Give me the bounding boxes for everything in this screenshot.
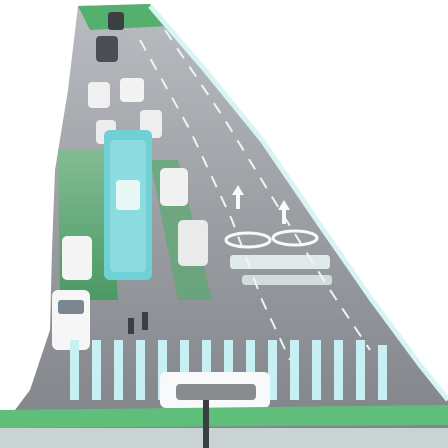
green-strip-bottom: [0, 405, 448, 428]
car: [160, 168, 188, 206]
bus-roof-unit: [116, 180, 140, 210]
pedestrian: [142, 312, 148, 330]
car: [108, 12, 124, 30]
car: [96, 36, 118, 62]
car: [88, 82, 110, 108]
car: [62, 236, 92, 280]
car: [120, 78, 144, 102]
pedestrian: [128, 318, 134, 334]
road-marking-oval-right: [271, 229, 319, 247]
center-pole: [203, 400, 209, 448]
car-window: [58, 300, 84, 314]
lane-divider-1: [139, 39, 291, 361]
road-marking-text-block-2: [242, 275, 332, 285]
pedestrian-group-shadow: [176, 384, 256, 400]
crosswalk: [70, 340, 387, 400]
road-marking-arrow-2: [278, 200, 290, 224]
road-marking-text-block: [230, 255, 330, 269]
road-bottom-band: [0, 428, 448, 448]
road-surface: [0, 4, 448, 448]
car: [178, 220, 208, 266]
road-edge-right: [148, 4, 448, 402]
road-marking-arrow-1: [232, 185, 244, 209]
lane-divider-2: [164, 29, 371, 351]
road-marking-oval-left: [224, 231, 272, 249]
